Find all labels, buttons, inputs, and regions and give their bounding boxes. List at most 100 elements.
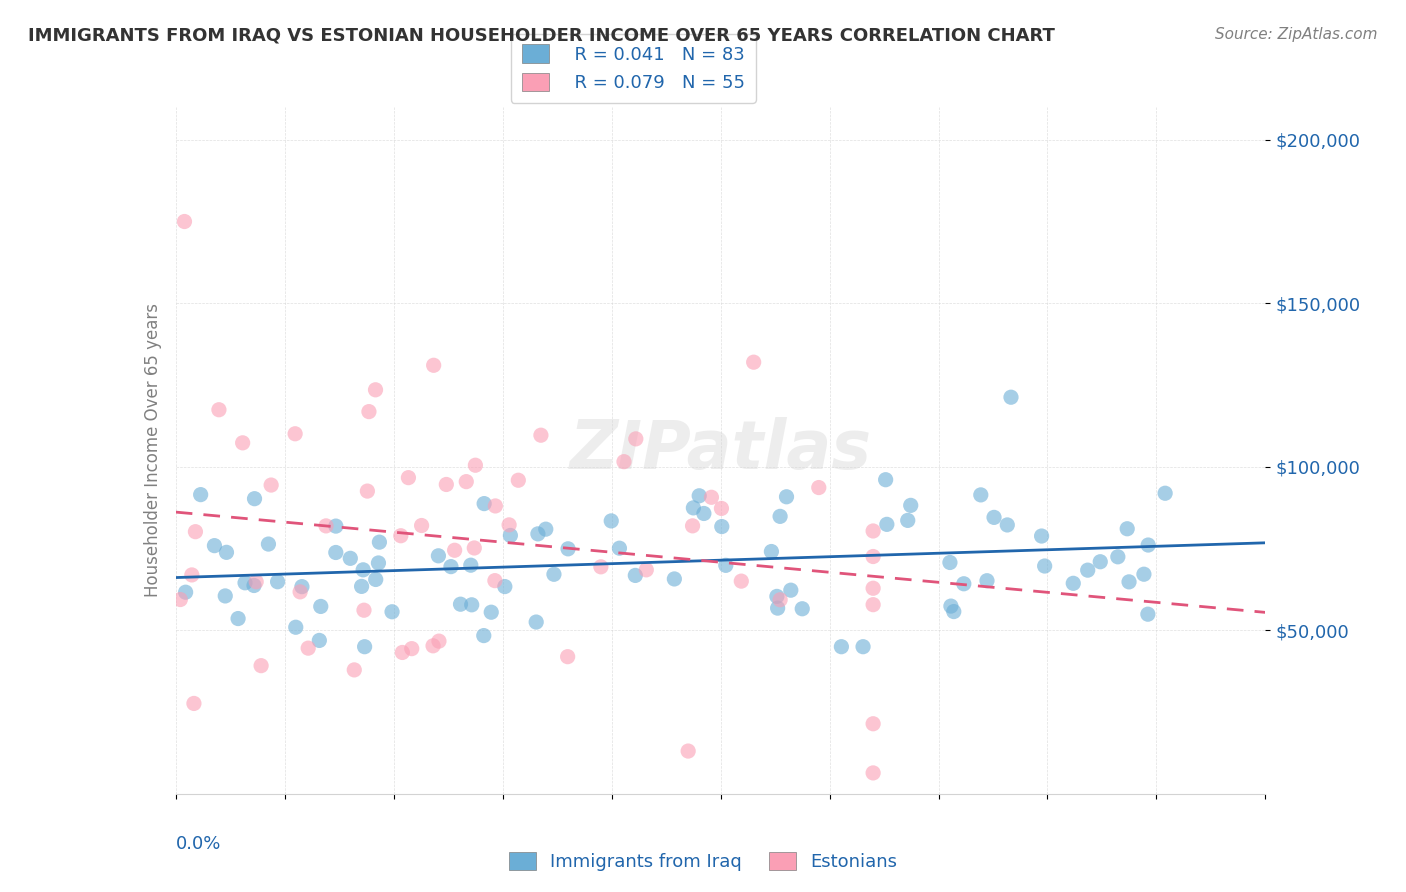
Immigrants from Iraq	[939, 599, 962, 613]
Estonians	[208, 402, 231, 417]
Estonians	[710, 501, 733, 516]
Estonians	[769, 592, 792, 607]
Immigrants from Iraq	[792, 601, 814, 615]
Immigrants from Iraq	[460, 598, 482, 612]
Immigrants from Iraq	[291, 580, 314, 594]
Immigrants from Iraq	[688, 489, 710, 503]
Estonians	[676, 744, 699, 758]
Immigrants from Iraq	[1116, 522, 1139, 536]
Immigrants from Iraq	[1107, 549, 1129, 564]
Immigrants from Iraq	[243, 578, 266, 592]
Immigrants from Iraq	[494, 580, 516, 594]
Immigrants from Iraq	[1118, 574, 1140, 589]
Immigrants from Iraq	[897, 513, 920, 527]
Immigrants from Iraq	[190, 488, 212, 502]
Immigrants from Iraq	[350, 579, 373, 593]
Immigrants from Iraq	[1133, 567, 1156, 582]
Estonians	[250, 658, 273, 673]
Estonians	[343, 663, 366, 677]
Estonians	[353, 603, 375, 617]
Immigrants from Iraq	[983, 510, 1005, 524]
Text: ZIPatlas: ZIPatlas	[569, 417, 872, 483]
Immigrants from Iraq	[367, 556, 389, 570]
Estonians	[297, 641, 319, 656]
Immigrants from Iraq	[325, 545, 347, 559]
Text: Source: ZipAtlas.com: Source: ZipAtlas.com	[1215, 27, 1378, 42]
Immigrants from Iraq	[1062, 576, 1084, 591]
Immigrants from Iraq	[257, 537, 280, 551]
Estonians	[484, 574, 506, 588]
Immigrants from Iraq	[381, 605, 404, 619]
Estonians	[288, 585, 311, 599]
Estonians	[862, 581, 884, 595]
Estonians	[356, 484, 378, 499]
Estonians	[284, 426, 307, 441]
Immigrants from Iraq	[876, 517, 898, 532]
Immigrants from Iraq	[1077, 563, 1099, 577]
Estonians	[315, 519, 337, 533]
Immigrants from Iraq	[1031, 529, 1053, 543]
Estonians	[232, 435, 254, 450]
Estonians	[862, 766, 884, 780]
Immigrants from Iraq	[830, 640, 852, 654]
Immigrants from Iraq	[693, 507, 716, 521]
Immigrants from Iraq	[775, 490, 797, 504]
Estonians	[807, 481, 830, 495]
Estonians	[557, 649, 579, 664]
Estonians	[464, 458, 486, 473]
Estonians	[411, 518, 433, 533]
Estonians	[427, 634, 450, 648]
Estonians	[484, 499, 506, 513]
Immigrants from Iraq	[1137, 538, 1160, 552]
Estonians	[389, 529, 412, 543]
Immigrants from Iraq	[499, 528, 522, 542]
Immigrants from Iraq	[204, 539, 226, 553]
Immigrants from Iraq	[472, 629, 495, 643]
Immigrants from Iraq	[852, 640, 875, 654]
Estonians	[434, 477, 457, 491]
Estonians	[183, 697, 205, 711]
Immigrants from Iraq	[1154, 486, 1177, 500]
Immigrants from Iraq	[970, 488, 993, 502]
Immigrants from Iraq	[353, 640, 375, 654]
Y-axis label: Householder Income Over 65 years: Householder Income Over 65 years	[143, 303, 162, 598]
Immigrants from Iraq	[527, 527, 550, 541]
Legend:   R = 0.041   N = 83,   R = 0.079   N = 55: R = 0.041 N = 83, R = 0.079 N = 55	[510, 34, 756, 103]
Immigrants from Iraq	[534, 522, 557, 536]
Estonians	[862, 549, 884, 564]
Immigrants from Iraq	[557, 541, 579, 556]
Immigrants from Iraq	[609, 541, 631, 556]
Estonians	[498, 517, 520, 532]
Estonians	[613, 455, 636, 469]
Estonians	[624, 432, 647, 446]
Estonians	[357, 404, 380, 418]
Legend: Immigrants from Iraq, Estonians: Immigrants from Iraq, Estonians	[502, 845, 904, 879]
Immigrants from Iraq	[233, 575, 256, 590]
Immigrants from Iraq	[779, 583, 801, 598]
Immigrants from Iraq	[215, 545, 238, 559]
Estonians	[364, 383, 387, 397]
Immigrants from Iraq	[714, 558, 737, 573]
Immigrants from Iraq	[479, 605, 502, 619]
Immigrants from Iraq	[942, 605, 965, 619]
Immigrants from Iraq	[214, 589, 236, 603]
Immigrants from Iraq	[325, 519, 347, 533]
Immigrants from Iraq	[664, 572, 686, 586]
Immigrants from Iraq	[952, 576, 974, 591]
Immigrants from Iraq	[174, 585, 197, 599]
Immigrants from Iraq	[976, 574, 998, 588]
Estonians	[245, 574, 267, 589]
Immigrants from Iraq	[266, 574, 288, 589]
Immigrants from Iraq	[308, 633, 330, 648]
Immigrants from Iraq	[769, 509, 792, 524]
Estonians	[682, 519, 704, 533]
Immigrants from Iraq	[682, 500, 704, 515]
Estonians	[401, 641, 423, 656]
Estonians	[862, 524, 884, 538]
Immigrants from Iraq	[875, 473, 897, 487]
Immigrants from Iraq	[1033, 559, 1056, 574]
Estonians	[422, 359, 444, 373]
Estonians	[396, 470, 419, 484]
Estonians	[862, 598, 884, 612]
Estonians	[530, 428, 553, 442]
